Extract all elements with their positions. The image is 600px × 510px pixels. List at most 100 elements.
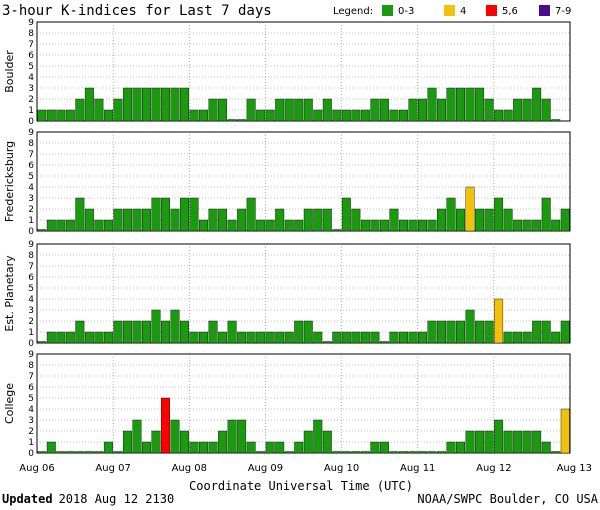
bar — [332, 331, 342, 344]
bar — [313, 208, 323, 232]
bar — [389, 451, 399, 454]
bar — [465, 309, 475, 344]
bar — [379, 219, 389, 232]
bar — [265, 109, 275, 122]
y-tick-label: 4 — [28, 295, 34, 305]
bar — [94, 451, 104, 454]
bar — [303, 98, 313, 122]
bar — [351, 109, 361, 122]
y-tick-label: 9 — [28, 240, 34, 250]
bar — [475, 430, 485, 454]
y-tick-label: 6 — [28, 273, 34, 283]
bar — [503, 430, 513, 454]
bar — [75, 451, 85, 454]
bar — [437, 208, 446, 232]
bar — [475, 87, 485, 122]
y-tick-label: 2 — [28, 317, 34, 327]
bar — [532, 430, 542, 454]
bar — [65, 331, 75, 344]
bar — [351, 208, 361, 232]
bar — [332, 109, 342, 122]
bar — [151, 309, 161, 344]
y-tick-label: 6 — [28, 51, 34, 61]
footer-source: NOAA/SWPC Boulder, CO USA — [417, 492, 598, 506]
bar — [103, 331, 113, 344]
y-tick-label: 9 — [28, 350, 34, 360]
legend-entry-label: 4 — [460, 6, 466, 17]
bar — [389, 109, 399, 122]
bar — [113, 451, 123, 454]
bar — [532, 87, 542, 122]
bar — [122, 430, 132, 454]
bar — [113, 320, 123, 344]
y-tick-label: 8 — [28, 139, 34, 149]
bar — [237, 208, 247, 232]
bar — [551, 451, 561, 454]
bar — [360, 331, 370, 344]
bar — [465, 186, 475, 232]
bar — [532, 219, 542, 232]
bar — [218, 98, 228, 122]
bar — [456, 441, 466, 454]
bar — [208, 208, 218, 232]
bar — [132, 320, 142, 344]
x-tick-label: Aug 06 — [19, 463, 54, 474]
bar — [113, 208, 123, 232]
bar — [218, 430, 228, 454]
x-axis-label: Coordinate Universal Time (UTC) — [189, 479, 413, 493]
bar — [275, 208, 285, 232]
bar — [94, 219, 104, 232]
legend-label: Legend: — [333, 6, 373, 17]
bar — [199, 219, 209, 232]
bar — [189, 331, 199, 344]
y-tick-label: 6 — [28, 383, 34, 393]
bar — [503, 208, 513, 232]
legend-entry-label: 5,6 — [502, 6, 518, 17]
bar — [446, 320, 456, 344]
bar — [189, 441, 199, 454]
bar — [303, 430, 313, 454]
bar — [265, 219, 275, 232]
y-tick-label: 0 — [28, 117, 34, 127]
bar — [218, 331, 228, 344]
x-axis-tick-labels: Aug 06 Aug 07 Aug 08 Aug 09 Aug 10 Aug 11 Aug … — [19, 463, 592, 474]
bar — [560, 208, 570, 232]
bar — [132, 419, 142, 454]
bar — [37, 109, 47, 122]
y-tick-label: 7 — [28, 150, 34, 160]
panel-label: Boulder — [3, 50, 16, 93]
bar — [227, 419, 237, 454]
bar — [56, 219, 66, 232]
bar — [84, 208, 94, 232]
bar — [360, 109, 370, 122]
panel-label: College — [3, 383, 16, 424]
bar — [322, 430, 332, 454]
bar — [56, 451, 66, 454]
panel-label: Est. Planetary — [3, 255, 16, 332]
bar — [484, 208, 494, 232]
bar — [46, 441, 56, 454]
legend-swatch — [444, 5, 455, 16]
bar — [37, 341, 47, 344]
y-tick-label: 3 — [28, 194, 34, 204]
bar — [408, 331, 418, 344]
bar — [46, 331, 56, 344]
y-tick-label: 7 — [28, 262, 34, 272]
bar — [103, 441, 113, 454]
bar — [141, 208, 151, 232]
bar — [161, 87, 170, 122]
y-tick-label: 8 — [28, 361, 34, 371]
bar — [341, 331, 351, 344]
y-tick-label: 4 — [28, 183, 34, 193]
bar — [218, 208, 228, 232]
bar — [370, 219, 380, 232]
bar — [170, 87, 180, 122]
y-tick-label: 9 — [28, 128, 34, 138]
y-tick-label: 3 — [28, 416, 34, 426]
bar — [237, 331, 247, 344]
bar — [494, 197, 504, 232]
bar — [84, 87, 94, 122]
bar — [294, 98, 304, 122]
y-tick-label: 2 — [28, 427, 34, 437]
